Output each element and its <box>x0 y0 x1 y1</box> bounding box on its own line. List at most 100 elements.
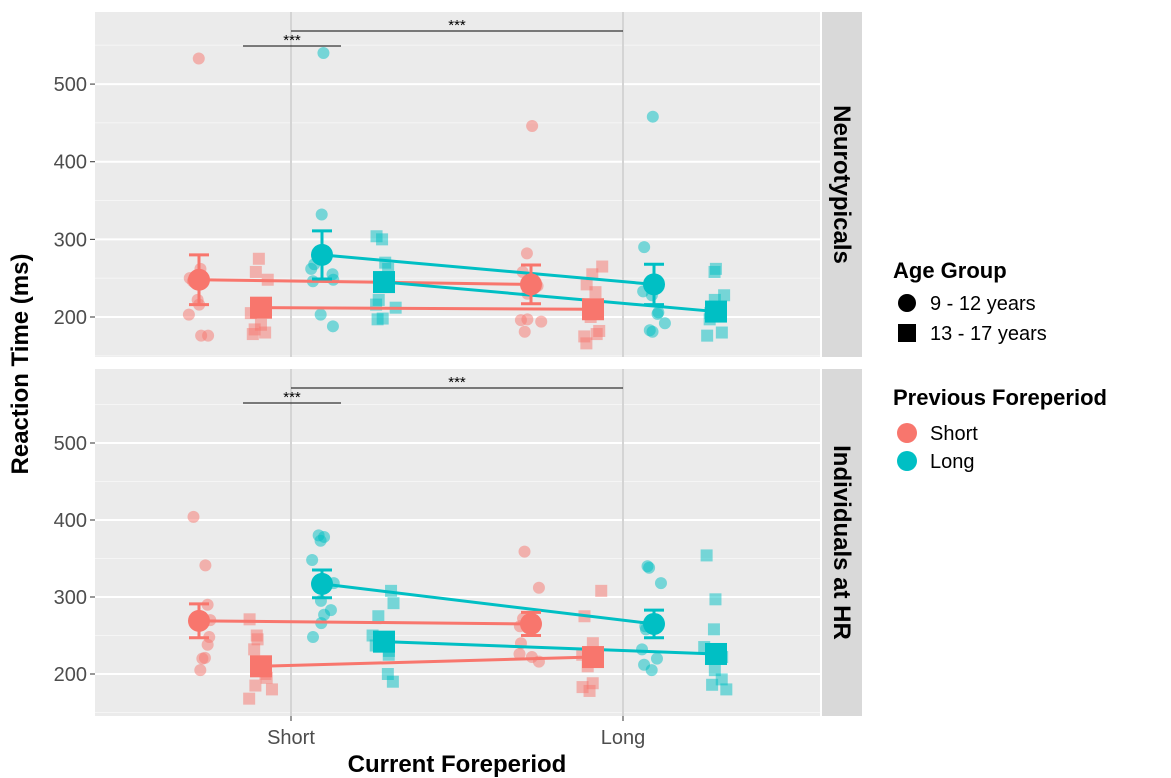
significance-label: *** <box>448 374 466 391</box>
mean-marker <box>520 273 542 296</box>
raw-data-point <box>718 289 731 302</box>
raw-data-point <box>589 286 602 299</box>
panels-layer: 200 300 400 500 Neurotypicals *** *** 200 300 400… <box>54 12 862 721</box>
mean-marker <box>188 609 210 632</box>
mean-marker <box>373 271 395 294</box>
legend-item-13-17-years: 13 - 17 years <box>930 323 1047 345</box>
raw-data-point <box>520 247 533 260</box>
raw-data-point <box>259 326 272 339</box>
y-tick-label: 300 <box>54 229 87 251</box>
raw-data-point <box>243 613 256 626</box>
mean-marker <box>311 243 333 266</box>
raw-data-point <box>246 328 259 341</box>
raw-data-point <box>194 664 207 677</box>
raw-data-point <box>532 581 545 594</box>
raw-data-point <box>590 328 603 341</box>
legend-key-circle <box>898 294 916 312</box>
legend-key-square <box>898 324 916 342</box>
mean-line <box>321 253 655 286</box>
mean-marker <box>582 646 604 669</box>
panel-background <box>95 369 820 716</box>
mean-marker <box>373 630 395 653</box>
raw-data-point <box>514 314 527 327</box>
mean-line <box>321 582 655 626</box>
raw-data-point <box>251 633 264 646</box>
raw-data-point <box>387 597 400 610</box>
raw-data-point <box>535 315 548 328</box>
legend: Age Group 9 - 12 years 13 - 17 years Pre… <box>893 258 1107 473</box>
mean-line <box>260 655 594 668</box>
raw-data-point <box>709 593 722 606</box>
raw-data-point <box>706 678 719 691</box>
significance-label: *** <box>448 17 466 34</box>
raw-data-point <box>700 549 713 562</box>
raw-data-point <box>314 308 327 321</box>
raw-data-point <box>372 610 385 623</box>
mean-marker <box>250 655 272 678</box>
mean-marker <box>520 612 542 635</box>
x-tick-label-long: Long <box>601 727 646 749</box>
significance-label: *** <box>283 32 301 49</box>
raw-data-point <box>248 643 261 656</box>
raw-data-point <box>715 326 728 339</box>
raw-data-point <box>650 652 663 665</box>
panel-background <box>95 12 820 357</box>
mean-line <box>383 640 717 656</box>
raw-data-point <box>645 664 658 677</box>
raw-data-point <box>638 241 651 254</box>
raw-data-point <box>187 510 200 523</box>
mean-marker <box>643 273 665 296</box>
raw-data-point <box>315 208 328 221</box>
x-tick-label-short: Short <box>267 727 315 749</box>
raw-data-point <box>199 559 212 572</box>
y-tick-label: 500 <box>54 433 87 455</box>
raw-data-point <box>371 313 384 326</box>
raw-data-point <box>595 584 608 597</box>
y-axis-title: Reaction Time (ms) <box>7 254 34 475</box>
raw-data-point <box>708 664 721 677</box>
raw-data-point <box>386 675 399 688</box>
raw-data-point <box>701 329 714 342</box>
raw-data-point <box>249 265 262 278</box>
raw-data-point <box>376 233 389 246</box>
panel-individuals-at-hr: 200 300 400 500 Individuals at HR *** *** <box>54 369 862 716</box>
mean-marker <box>188 268 210 291</box>
raw-data-point <box>305 262 318 275</box>
mean-marker <box>643 612 665 635</box>
raw-data-point <box>583 684 596 697</box>
y-tick-label: 300 <box>54 587 87 609</box>
legend-item-long: Long <box>930 451 975 473</box>
raw-data-point <box>646 325 659 338</box>
legend-item-9-12-years: 9 - 12 years <box>930 293 1036 315</box>
raw-data-point <box>201 638 214 651</box>
y-tick-label: 200 <box>54 307 87 329</box>
raw-data-point <box>195 329 208 342</box>
mean-line <box>198 278 532 286</box>
facet-strip-label: Individuals at HR <box>828 445 855 640</box>
y-tick-label: 200 <box>54 664 87 686</box>
raw-data-point <box>317 47 330 60</box>
x-axis-title: Current Foreperiod <box>348 751 567 778</box>
raw-data-point <box>314 534 327 547</box>
raw-data-point <box>596 260 609 273</box>
raw-data-point <box>192 52 205 65</box>
legend-key-short <box>897 423 917 443</box>
raw-data-point <box>513 647 526 660</box>
raw-data-point <box>243 692 256 705</box>
raw-data-point <box>196 652 209 665</box>
raw-data-point <box>720 683 733 696</box>
raw-data-point <box>651 307 664 320</box>
mean-marker <box>250 296 272 319</box>
raw-data-point <box>249 679 262 692</box>
raw-data-point <box>254 318 267 331</box>
y-tick-label: 400 <box>54 152 87 174</box>
legend-title-age-group: Age Group <box>893 258 1007 283</box>
y-tick-label: 500 <box>54 74 87 96</box>
panel-neurotypicals: 200 300 400 500 Neurotypicals *** *** <box>54 12 862 357</box>
mean-line <box>383 280 717 314</box>
raw-data-point <box>646 110 659 123</box>
raw-data-point <box>708 265 721 278</box>
raw-data-point <box>526 120 539 133</box>
y-tick-label: 400 <box>54 510 87 532</box>
